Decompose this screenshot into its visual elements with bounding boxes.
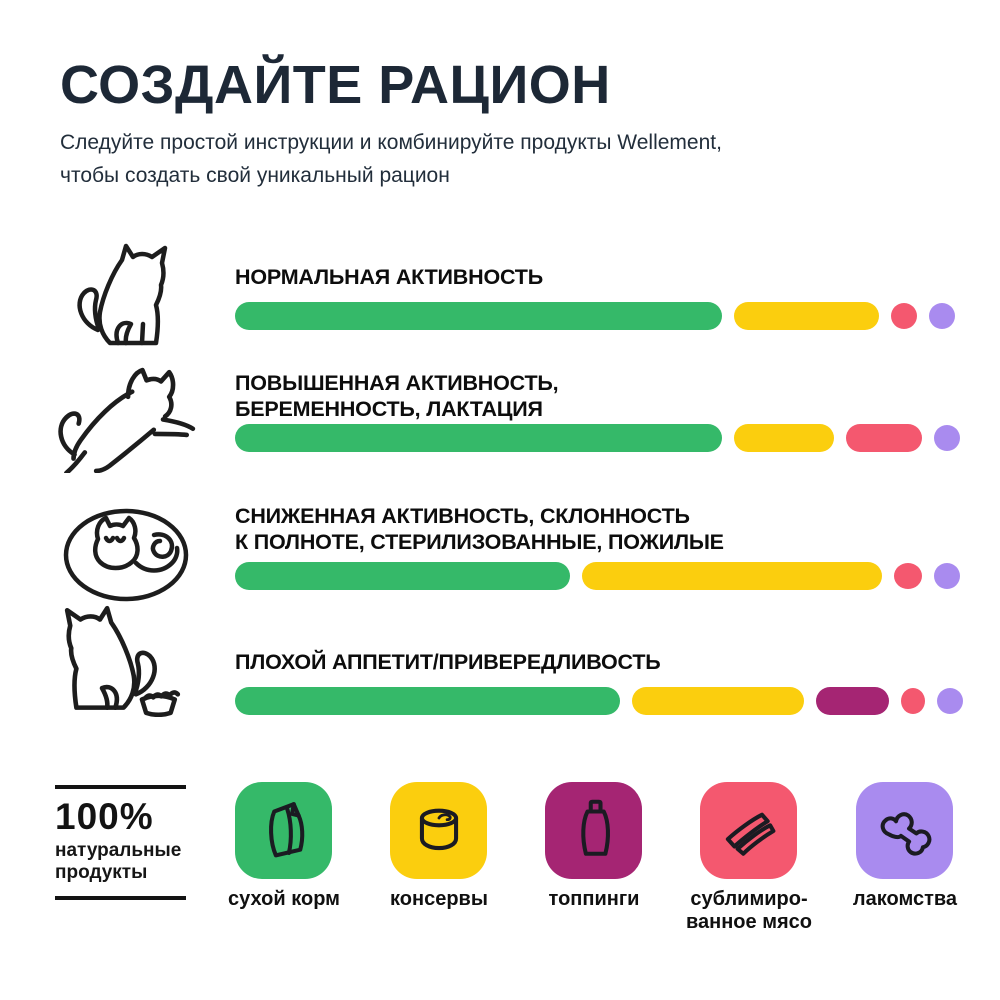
canned-food-icon	[419, 808, 458, 850]
legend-item-treats: лакомства	[853, 782, 957, 911]
cat-leaping-icon	[56, 366, 196, 473]
ration-segment-purple	[937, 688, 963, 714]
legend-item-dry-food: сухой корм	[228, 782, 340, 911]
dry-food-bag-icon	[268, 801, 304, 857]
legend-label-freeze-dried-meat: сублимиро- ванное мясо	[685, 888, 812, 933]
page-subtitle: Следуйте простой инструкции и комбинируй…	[60, 131, 722, 187]
legend-label-canned: консервы	[390, 888, 488, 910]
ration-segment-purple	[929, 303, 955, 329]
freeze-dried-meat-card	[700, 782, 797, 879]
ration-segment-pink	[846, 424, 922, 452]
ration-bar-row-increased-activity	[235, 424, 960, 452]
legend-item-freeze-dried-meat: сублимиро- ванное мясо	[686, 782, 812, 934]
cat-sitting-icon	[72, 242, 168, 346]
legend-item-toppings: топпинги	[545, 782, 642, 911]
cat-sleeping-icon	[62, 505, 194, 605]
ration-segment-yellow	[734, 424, 834, 452]
ration-segment-green	[235, 687, 620, 715]
ration-segment-pink	[901, 688, 925, 714]
ration-bar-row-normal-activity	[235, 302, 955, 330]
ration-segment-purple	[934, 563, 960, 589]
legend-label-dry-food: сухой корм	[228, 888, 340, 910]
topping-pouch-icon	[580, 799, 610, 856]
treat-bone-icon	[880, 811, 931, 856]
ration-segment-yellow	[734, 302, 879, 330]
row-label-poor-appetite: ПЛОХОЙ АППЕТИТ/ПРИВЕРЕДЛИВОСТЬ	[235, 650, 661, 674]
ration-segment-pink	[891, 303, 917, 329]
cat-with-bowl-icon	[60, 604, 185, 717]
treats-card	[856, 782, 953, 879]
canned-food-card	[390, 782, 487, 879]
legend-label-treats: лакомства	[852, 888, 958, 910]
badge-caption: натуральные продукты	[55, 840, 182, 883]
row-label-normal-activity: НОРМАЛЬНАЯ АКТИВНОСТЬ	[235, 265, 543, 289]
legend-item-canned: консервы	[390, 782, 488, 911]
freeze-dried-meat-icon	[725, 812, 775, 856]
ration-segment-green	[235, 302, 722, 330]
ration-segment-yellow	[632, 687, 804, 715]
page-title: СОЗДАЙТЕ РАЦИОН	[60, 55, 611, 115]
ration-segment-magenta	[816, 687, 889, 715]
badge-percent: 100%	[55, 796, 154, 837]
ration-bar-row-reduced-activity	[235, 562, 960, 590]
dry-food-card	[235, 782, 332, 879]
ration-segment-green	[235, 562, 570, 590]
ration-segment-pink	[894, 563, 922, 589]
row-label-reduced-activity: СНИЖЕННАЯ АКТИВНОСТЬ, СКЛОННОСТЬ К ПОЛНО…	[235, 504, 724, 554]
ration-segment-yellow	[582, 562, 882, 590]
ration-segment-purple	[934, 425, 960, 451]
row-label-increased-activity: ПОВЫШЕННАЯ АКТИВНОСТЬ, БЕРЕМЕННОСТЬ, ЛАК…	[235, 371, 559, 421]
ration-segment-green	[235, 424, 722, 452]
ration-bar-row-poor-appetite	[235, 687, 963, 715]
legend-label-toppings: топпинги	[548, 888, 640, 910]
natural-products-badge: 100% натуральные продукты	[55, 785, 186, 900]
toppings-card	[545, 782, 642, 879]
